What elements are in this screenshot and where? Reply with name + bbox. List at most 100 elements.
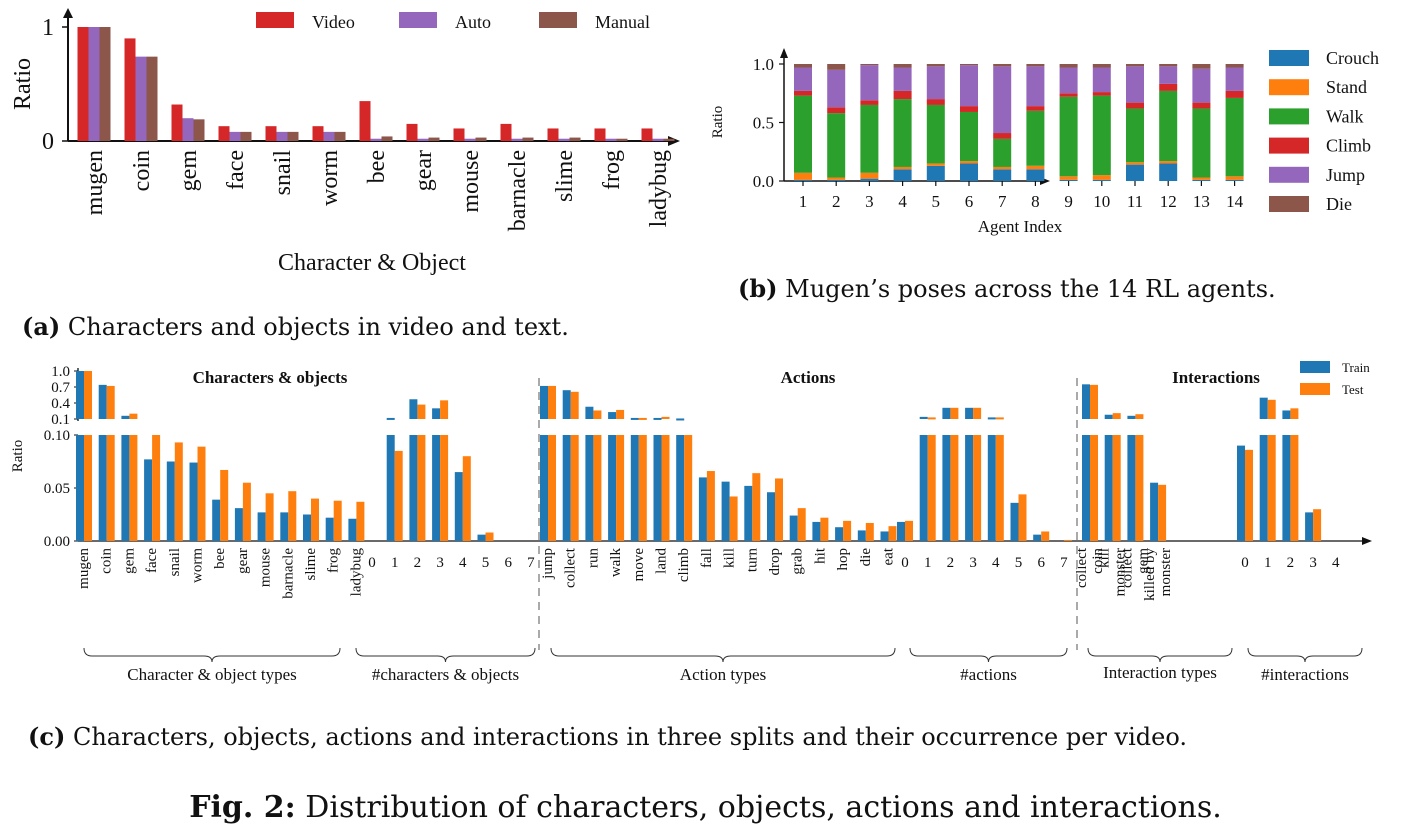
a-x-tick-label: slime <box>552 150 578 202</box>
b-x-tick-label: 11 <box>1127 192 1143 211</box>
c-bar-upper-test-action-types-jump <box>548 385 556 419</box>
c-bar-test-action-types-climb <box>684 435 693 541</box>
c-bar-test-characters-objects-3 <box>440 435 449 541</box>
c-bar-test-character-object-types-gem <box>129 435 138 541</box>
c-x-tick-label: jump <box>540 548 556 580</box>
b-bar-crouch-6 <box>960 163 978 181</box>
c-bar-train-action-types-walk <box>608 435 617 541</box>
c-bar-test-character-object-types-worm <box>197 446 206 541</box>
b-bar-stand-14 <box>1225 176 1244 180</box>
c-y-label: Ratio <box>10 440 26 473</box>
b-bar-crouch-14 <box>1225 179 1244 181</box>
b-bar-die-14 <box>1225 64 1244 68</box>
c-section-title-interactions: Interactions <box>1172 368 1260 387</box>
b-legend-label-crouch: Crouch <box>1326 48 1379 68</box>
c-x-tick-label: 5 <box>1015 555 1023 571</box>
b-bar-stand-2 <box>827 177 846 180</box>
a-bar-auto-frog <box>605 138 617 141</box>
c-bar-test-interactions-1 <box>1267 435 1276 541</box>
a-bar-auto-mouse <box>464 138 476 141</box>
c-brace-actions <box>909 647 1068 663</box>
caption-a-text: Characters and objects in video and text… <box>67 313 569 341</box>
b-bar-stand-9 <box>1059 176 1078 180</box>
b-bar-jump-3 <box>860 65 879 101</box>
c-bar-upper-train-character-object-types-gem <box>121 415 130 419</box>
c-x-tick-label-line2: gem <box>1135 548 1151 574</box>
a-bar-manual-coin <box>146 56 158 141</box>
b-bar-climb-13 <box>1192 102 1211 109</box>
a-x-tick-label: ladybug <box>646 150 672 227</box>
c-bar-train-character-object-types-gear <box>234 508 243 541</box>
caption-b-text: Mugen’s poses across the 14 RL agents. <box>785 275 1276 303</box>
c-bar-test-interaction-types-killed-by-monster <box>1158 484 1167 541</box>
c-bar-test-action-types-jump <box>548 435 556 541</box>
b-bar-jump-10 <box>1092 67 1111 93</box>
b-bar-walk-5 <box>926 104 945 164</box>
b-legend-swatch-crouch <box>1269 50 1309 66</box>
b-bar-climb-4 <box>893 90 912 100</box>
c-x-tick-label: bee <box>212 548 228 569</box>
c-bar-upper-train-interaction-types-collect-gem <box>1127 415 1136 419</box>
c-y-tick-label-upper: 0.7 <box>51 380 70 396</box>
a-bar-manual-slime <box>569 137 581 141</box>
c-bar-test-character-object-types-slime <box>311 498 319 541</box>
b-bar-crouch-7 <box>993 169 1012 181</box>
c-x-tick-label: die <box>858 548 874 567</box>
a-bar-manual-frog <box>616 138 628 141</box>
a-legend-swatch-auto <box>399 12 437 28</box>
c-bar-train-interaction-types-killed-by-monster <box>1150 482 1159 541</box>
c-bar-upper-test-characters-objects-2 <box>417 404 426 419</box>
c-x-tick-label: 2 <box>947 555 955 571</box>
c-bar-test-character-object-types-ladybug <box>356 501 365 541</box>
b-bar-crouch-12 <box>1159 163 1178 181</box>
b-bar-jump-6 <box>960 65 978 107</box>
c-bar-test-action-types-turn <box>752 473 761 541</box>
b-bar-stand-10 <box>1092 175 1111 180</box>
c-bar-train-character-object-types-bee <box>212 499 221 541</box>
c-bar-upper-train-actions-1 <box>919 416 928 419</box>
c-bar-upper-train-action-types-climb <box>676 418 685 421</box>
a-x-tick-label: gem <box>176 150 202 192</box>
c-bar-upper-train-action-types-move <box>630 417 639 420</box>
c-bar-test-actions-2 <box>950 435 959 541</box>
c-y-tick-label-lower: 0.05 <box>44 481 70 497</box>
c-bar-train-interaction-types-kill-monster <box>1104 435 1113 541</box>
b-bar-walk-8 <box>1026 110 1045 166</box>
c-bar-train-characters-objects-2 <box>409 435 418 541</box>
c-bar-test-character-object-types-mugen <box>84 435 92 541</box>
b-bar-die-10 <box>1092 64 1111 68</box>
c-x-tick-label: 7 <box>527 555 535 571</box>
c-x-tick-label: hop <box>835 548 851 571</box>
c-bar-train-action-types-climb <box>676 435 685 541</box>
c-bar-train-action-types-fall <box>698 477 707 541</box>
a-x-label: Character & Object <box>278 250 466 276</box>
c-bar-upper-train-characters-objects-1 <box>386 417 395 420</box>
c-x-tick-label: hit <box>812 547 828 564</box>
c-x-tick-label: frog <box>326 548 342 573</box>
c-bar-train-interactions-2 <box>1282 435 1291 541</box>
c-bar-train-actions-6 <box>1033 534 1042 541</box>
c-bar-upper-test-actions-2 <box>950 407 959 419</box>
b-bar-die-6 <box>960 64 978 66</box>
c-group-label-interaction-types: Interaction types <box>1103 663 1217 682</box>
b-bar-jump-13 <box>1192 68 1211 103</box>
c-x-tick-label: fall <box>699 548 715 568</box>
b-bar-jump-9 <box>1059 67 1078 94</box>
a-bar-auto-coin <box>135 56 147 141</box>
c-bar-test-action-types-land <box>661 435 670 541</box>
b-bar-die-2 <box>827 64 846 70</box>
c-bar-upper-train-action-types-run <box>585 406 594 419</box>
c-x-tick-label: 2 <box>414 555 422 571</box>
a-x-tick-label: worm <box>317 150 343 206</box>
c-bar-train-actions-4 <box>987 435 996 541</box>
c-x-tick-label: 0 <box>1241 555 1249 571</box>
a-y-tick-label: 1 <box>42 15 54 41</box>
c-y-tick-label-upper: 0.4 <box>51 396 70 412</box>
c-bar-upper-test-actions-1 <box>927 417 936 420</box>
b-bar-jump-8 <box>1026 66 1045 107</box>
c-bar-upper-train-actions-3 <box>965 407 974 419</box>
c-x-tick-label: slime <box>303 548 319 581</box>
c-bar-test-interaction-types-collect-gem <box>1135 435 1144 541</box>
